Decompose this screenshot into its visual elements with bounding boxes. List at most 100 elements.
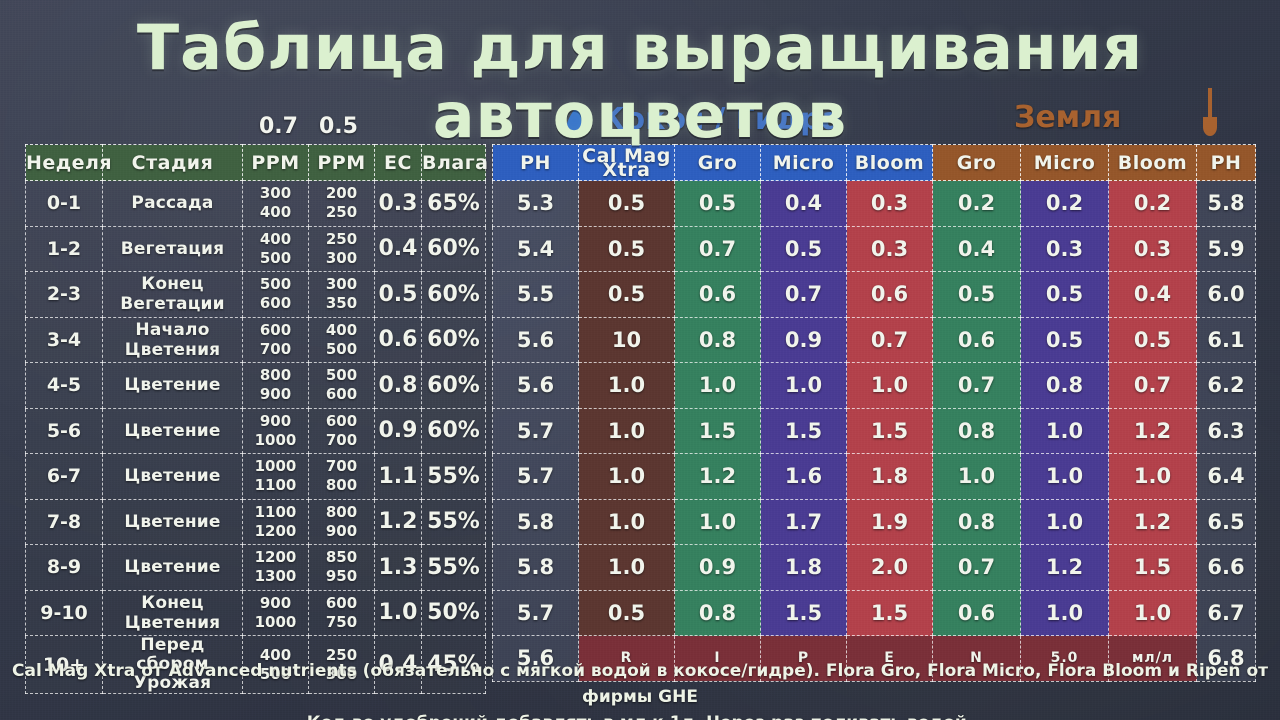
schedule-table-left: Неделя Стадия PPM PPM EC Влага 0-1 Рассад… bbox=[25, 144, 488, 694]
group-label-hydro: Кокос / Гидра bbox=[600, 102, 842, 137]
cell-soil-ph: 5.8 bbox=[1196, 180, 1256, 227]
cell-soil-micro: 1.2 bbox=[1020, 544, 1109, 591]
cell-ppm-0-5: 800 900 bbox=[308, 498, 375, 545]
cell-soil-ph: 6.0 bbox=[1196, 271, 1256, 318]
table-row: 9-10 Конец Цветения 900 1000 600 750 1.0 50% bbox=[25, 589, 486, 636]
ppm-low: 700 bbox=[325, 457, 358, 476]
col-header-ppm-0-7: PPM bbox=[242, 144, 309, 181]
table-row: 7-8 Цветение 1100 1200 800 900 1.2 55% bbox=[25, 498, 486, 545]
table-row: 6-7 Цветение 1000 1100 700 800 1.1 55% bbox=[25, 453, 486, 500]
cell-humidity: 60% bbox=[421, 225, 486, 272]
cell-hydro-calmag: 0.5 bbox=[578, 589, 675, 636]
cell-stage: Цветение bbox=[102, 544, 243, 591]
cell-ec: 0.4 bbox=[374, 635, 422, 694]
cell-hydro-bloom: E bbox=[846, 635, 933, 682]
cell-soil-gro: 0.6 bbox=[932, 316, 1021, 363]
cell-humidity: 60% bbox=[421, 407, 486, 454]
page-title: Таблица для выращивания автоцветов bbox=[136, 11, 1144, 152]
cell-hydro-gro: 0.6 bbox=[674, 271, 761, 318]
ppm-high: 900 bbox=[325, 521, 358, 540]
ppm-low: 500 bbox=[325, 366, 358, 385]
cell-ppm-0-7: 400 500 bbox=[242, 635, 309, 694]
schedule-table-right: PH Cal Mag Xtra Gro Micro Bloom Gro Micr… bbox=[492, 144, 1256, 682]
cell-ec: 1.2 bbox=[374, 498, 422, 545]
cell-ppm-0-7: 1100 1200 bbox=[242, 498, 309, 545]
table-row: 3-4 Начало Цветения 600 700 400 500 0.6 60% bbox=[25, 316, 486, 363]
col-header-soil-ph: PH bbox=[1196, 144, 1256, 181]
cell-hydro-gro: 0.9 bbox=[674, 544, 761, 591]
cell-hydro-bloom: 1.0 bbox=[846, 362, 933, 409]
cell-hydro-ph: 5.7 bbox=[492, 589, 579, 636]
table-row: 10+ Перед сбором Урожая 400 500 250 300 0.4 45% bbox=[25, 635, 486, 694]
cell-soil-micro: 1.0 bbox=[1020, 407, 1109, 454]
cell-hydro-gro: 0.8 bbox=[674, 316, 761, 363]
cell-ppm-0-5: 250 300 bbox=[308, 225, 375, 272]
cell-soil-ph: 6.5 bbox=[1196, 498, 1256, 545]
ppm-scale-0-5: 0.5 bbox=[319, 114, 358, 139]
cell-hydro-bloom: 0.7 bbox=[846, 316, 933, 363]
col-header-hydro-micro: Micro bbox=[760, 144, 847, 181]
cell-hydro-calmag: 1.0 bbox=[578, 407, 675, 454]
cell-soil-gro: 0.5 bbox=[932, 271, 1021, 318]
cell-week: 0-1 bbox=[25, 180, 103, 227]
cell-week: 2-3 bbox=[25, 271, 103, 318]
ppm-high: 600 bbox=[325, 385, 358, 404]
ppm-high: 750 bbox=[325, 612, 358, 631]
footer-line-1: Cal Mag Xtra от Advanced nutrients (обяз… bbox=[12, 661, 1268, 707]
table-row: 5.4 0.5 0.7 0.5 0.3 0.4 0.3 0.3 5.9 bbox=[492, 225, 1256, 272]
col-header-soil-gro: Gro bbox=[932, 144, 1021, 181]
ppm-scale-0-7: 0.7 bbox=[259, 114, 298, 139]
cell-soil-micro: 1.0 bbox=[1020, 498, 1109, 545]
cell-stage: Рассада bbox=[102, 180, 243, 227]
cell-humidity: 65% bbox=[421, 180, 486, 227]
ppm-low: 250 bbox=[325, 645, 358, 664]
table-row: 5-6 Цветение 900 1000 600 700 0.9 60% bbox=[25, 407, 486, 454]
cell-soil-bloom: 1.2 bbox=[1108, 407, 1197, 454]
ppm-low: 400 bbox=[259, 229, 292, 248]
cell-hydro-ph: 5.6 bbox=[492, 635, 579, 682]
cell-hydro-calmag: 0.5 bbox=[578, 271, 675, 318]
cell-ppm-0-7: 1000 1100 bbox=[242, 453, 309, 500]
col-header-hydro-calmag: Cal Mag Xtra bbox=[578, 144, 675, 181]
cell-hydro-micro: 0.7 bbox=[760, 271, 847, 318]
ppm-low: 250 bbox=[325, 229, 358, 248]
cell-ppm-0-7: 500 600 bbox=[242, 271, 309, 318]
cell-hydro-gro: 0.8 bbox=[674, 589, 761, 636]
cell-ppm-0-7: 900 1000 bbox=[242, 589, 309, 636]
table-row: 5.8 1.0 1.0 1.7 1.9 0.8 1.0 1.2 6.5 bbox=[492, 498, 1256, 545]
table-row: 5.7 1.0 1.2 1.6 1.8 1.0 1.0 1.0 6.4 bbox=[492, 453, 1256, 500]
cell-ec: 1.0 bbox=[374, 589, 422, 636]
stage-line-1: Перед сбором bbox=[136, 635, 209, 674]
cell-soil-gro: 0.8 bbox=[932, 407, 1021, 454]
cell-humidity: 50% bbox=[421, 589, 486, 636]
ppm-high: 350 bbox=[325, 294, 358, 313]
calmag-line2: Xtra bbox=[602, 158, 651, 181]
cell-hydro-gro: 0.7 bbox=[674, 225, 761, 272]
table-row: 5.6 10 0.8 0.9 0.7 0.6 0.5 0.5 6.1 bbox=[492, 316, 1256, 363]
ppm-high: 400 bbox=[259, 203, 292, 222]
cell-week: 4-5 bbox=[25, 362, 103, 409]
cell-stage: Цветение bbox=[102, 453, 243, 500]
cell-hydro-calmag: 1.0 bbox=[578, 362, 675, 409]
table-row: 5.7 1.0 1.5 1.5 1.5 0.8 1.0 1.2 6.3 bbox=[492, 407, 1256, 454]
cell-ppm-0-7: 600 700 bbox=[242, 316, 309, 363]
cell-humidity: 45% bbox=[421, 635, 486, 694]
cell-soil-micro: 0.5 bbox=[1020, 271, 1109, 318]
col-header-soil-micro: Micro bbox=[1020, 144, 1109, 181]
cell-ppm-0-5: 250 300 bbox=[308, 635, 375, 694]
cell-ppm-0-5: 300 350 bbox=[308, 271, 375, 318]
table-row: 0-1 Рассада 300 400 200 250 0.3 65% bbox=[25, 180, 486, 227]
ppm-low: 800 bbox=[259, 366, 292, 385]
table-row: 5.8 1.0 0.9 1.8 2.0 0.7 1.2 1.5 6.6 bbox=[492, 544, 1256, 591]
cell-hydro-micro: 1.8 bbox=[760, 544, 847, 591]
cell-hydro-gro: 1.0 bbox=[674, 498, 761, 545]
col-header-hydro-gro: Gro bbox=[674, 144, 761, 181]
ppm-low: 1000 bbox=[254, 457, 297, 476]
cell-hydro-bloom: 1.5 bbox=[846, 589, 933, 636]
shovel-icon bbox=[1199, 88, 1221, 140]
ppm-high: 700 bbox=[259, 339, 292, 358]
table-row: 4-5 Цветение 800 900 500 600 0.8 60% bbox=[25, 362, 486, 409]
table-row: 5.3 0.5 0.5 0.4 0.3 0.2 0.2 0.2 5.8 bbox=[492, 180, 1256, 227]
cell-soil-bloom: 0.2 bbox=[1108, 180, 1197, 227]
cell-hydro-calmag: 1.0 bbox=[578, 453, 675, 500]
